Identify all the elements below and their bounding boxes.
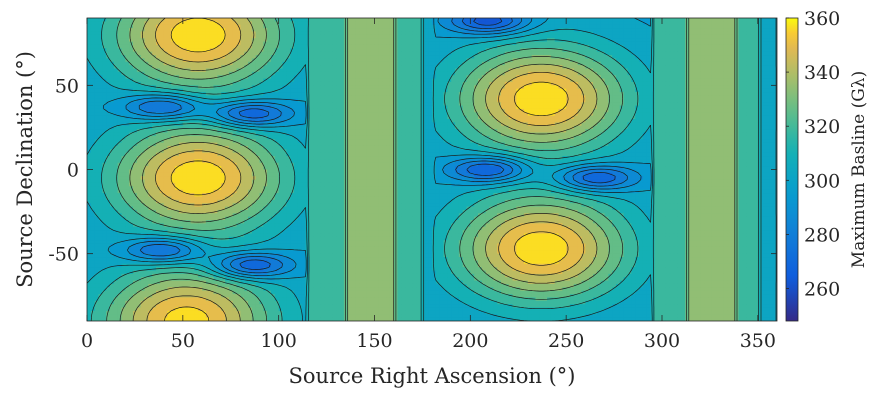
x-tick-label: 250 (548, 330, 584, 352)
x-axis-label: Source Right Ascension (°) (289, 364, 576, 388)
contour-line-338 (132, 18, 598, 321)
contour-line-274 (238, 18, 616, 270)
x-tick-label: 350 (740, 330, 776, 352)
colorbar-tick-label: 360 (804, 8, 840, 30)
contour-line-282 (138, 18, 628, 274)
contour-lines (87, 18, 777, 321)
x-tick-label: 0 (81, 330, 93, 352)
plot-area (87, 18, 777, 321)
x-tick-label: 300 (644, 330, 680, 352)
colorbar-label: Maximum Basline (Gλ) (849, 71, 869, 268)
x-axis-ticks: 0 50 100 150 200 250 300 350 (81, 18, 776, 352)
y-tick-label: 0 (67, 160, 79, 182)
x-tick-label: 200 (452, 330, 488, 352)
colorbar (785, 17, 799, 322)
colorbar-tick-label: 320 (804, 116, 840, 138)
colorbar-ticks: 260 280 300 320 340 360 (786, 8, 840, 301)
x-tick-label: 150 (356, 330, 392, 352)
y-tick-label: 50 (55, 75, 79, 97)
colorbar-tick-label: 300 (804, 170, 840, 192)
contour-line-322 (106, 18, 738, 321)
colorbar-tick-label: 260 (804, 279, 840, 301)
contour-line-290 (125, 18, 642, 277)
contour-line-314 (90, 18, 759, 321)
contour-fills (87, 18, 777, 321)
contour-line-306 (87, 18, 762, 321)
contour-line-346 (146, 18, 585, 321)
y-axis-label: Source Declination (°) (13, 51, 37, 288)
y-tick-label: -50 (48, 244, 79, 266)
contour-line-330 (119, 18, 736, 321)
colorbar-tick-label: 340 (804, 62, 840, 84)
x-tick-label: 100 (261, 330, 297, 352)
contour-line-298 (103, 18, 777, 321)
colorbar-tick-label: 280 (804, 224, 840, 246)
contour-line-266 (473, 18, 503, 26)
y-axis-ticks: -50 0 50 (48, 75, 777, 266)
x-tick-label: 50 (171, 330, 195, 352)
